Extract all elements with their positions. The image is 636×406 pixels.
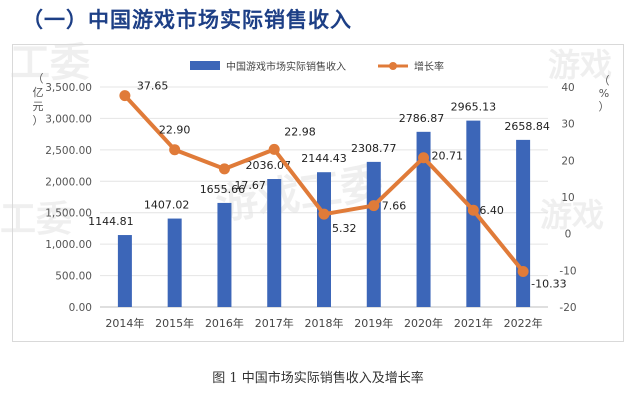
- x-tick-label: 2014年: [105, 316, 144, 330]
- y-left-tick-label: 1,000.00: [45, 239, 92, 251]
- y-left-tick-label: 2,500.00: [45, 145, 92, 157]
- bar: [516, 139, 531, 307]
- line-data-label: 37.65: [137, 80, 169, 93]
- growth-point: [418, 152, 430, 164]
- bar: [366, 161, 381, 307]
- legend-line-label: 增长率: [414, 60, 444, 73]
- growth-point: [517, 266, 529, 278]
- y-right-tick-label: -10: [559, 265, 576, 277]
- y-left-axis-label: ）: [33, 114, 44, 127]
- y-left-tick-label: 500.00: [55, 271, 92, 283]
- y-right-axis-label: （: [599, 74, 610, 87]
- section-heading: （一）中国游戏市场实际销售收入: [22, 8, 352, 32]
- watermark-text: 游戏: [540, 196, 605, 234]
- bar: [267, 179, 282, 307]
- legend-line-marker: [389, 62, 397, 70]
- growth-point: [467, 204, 479, 216]
- y-left-tick-label: 2,000.00: [45, 176, 92, 188]
- y-right-tick-label: 0: [565, 229, 572, 241]
- x-tick-label: 2018年: [305, 316, 344, 330]
- x-tick-label: 2017年: [255, 316, 294, 330]
- y-right-tick-label: 40: [561, 82, 574, 94]
- bar: [117, 235, 132, 307]
- bar-data-label: 1655.66: [200, 183, 246, 196]
- growth-point: [368, 200, 380, 212]
- growth-point: [268, 143, 280, 155]
- y-left-axis-label: 元: [33, 100, 44, 113]
- x-tick-label: 2015年: [155, 316, 194, 330]
- bar-data-label: 2308.77: [351, 142, 397, 155]
- y-left-axis-label: （: [33, 72, 44, 85]
- y-left-tick-label: 1,500.00: [45, 208, 92, 220]
- y-left-tick-label: 3,500.00: [45, 82, 92, 94]
- bar-data-label: 1407.02: [144, 199, 190, 212]
- growth-point: [119, 90, 131, 102]
- y-left-tick-label: 0.00: [69, 302, 92, 314]
- y-right-tick-label: 10: [561, 192, 574, 204]
- bar: [217, 202, 232, 307]
- legend-bar-swatch: [190, 61, 220, 70]
- bar-data-label: 2036.07: [245, 159, 291, 172]
- x-tick-label: 2020年: [404, 316, 443, 330]
- bar: [416, 131, 431, 307]
- legend-bar-label: 中国游戏市场实际销售收入: [226, 60, 346, 73]
- y-right-axis-label: ）: [599, 100, 610, 113]
- line-data-label: 22.90: [159, 124, 191, 137]
- line-data-label: 5.32: [332, 222, 357, 235]
- line-data-label: 6.40: [479, 204, 504, 217]
- revenue-growth-chart: 0.00 500.00 1,000.00 1,500.00 2,000.00 2,500.…: [33, 60, 610, 330]
- line-data-label: 20.71: [432, 150, 464, 163]
- watermark-text: 工委: [10, 40, 90, 86]
- growth-point: [218, 163, 230, 175]
- growth-point: [169, 144, 181, 156]
- y-right-tick-label: -20: [559, 302, 576, 314]
- chart-frame: [12, 44, 624, 342]
- bar: [317, 172, 331, 307]
- y-left-axis-label: 亿: [33, 86, 44, 99]
- line-data-label: 22.98: [284, 125, 316, 138]
- x-tick-label: 2021年: [454, 316, 493, 330]
- growth-point: [318, 208, 330, 220]
- line-data-label: -10.33: [531, 278, 566, 291]
- bar-data-label: 1144.81: [88, 215, 134, 228]
- bar-data-label: 2144.43: [301, 152, 347, 165]
- bar-data-label: 2658.84: [504, 120, 550, 133]
- line-data-label: 7.66: [382, 200, 407, 213]
- y-right-tick-label: 20: [561, 155, 574, 167]
- x-tick-label: 2022年: [504, 316, 543, 330]
- figure-caption: 图 1 中国市场实际销售收入及增长率: [212, 371, 424, 386]
- x-tick-label: 2019年: [354, 316, 393, 330]
- bar: [167, 218, 182, 307]
- y-left-tick-label: 3,000.00: [45, 113, 92, 125]
- bar-data-label: 2965.13: [451, 101, 497, 114]
- y-right-axis-label: %: [599, 87, 609, 100]
- line-data-label: 17.67: [234, 179, 266, 192]
- watermark-text: 游戏: [548, 46, 613, 84]
- x-tick-label: 2016年: [205, 316, 244, 330]
- y-right-tick-label: 30: [561, 119, 574, 131]
- bar-data-label: 2786.87: [399, 112, 445, 125]
